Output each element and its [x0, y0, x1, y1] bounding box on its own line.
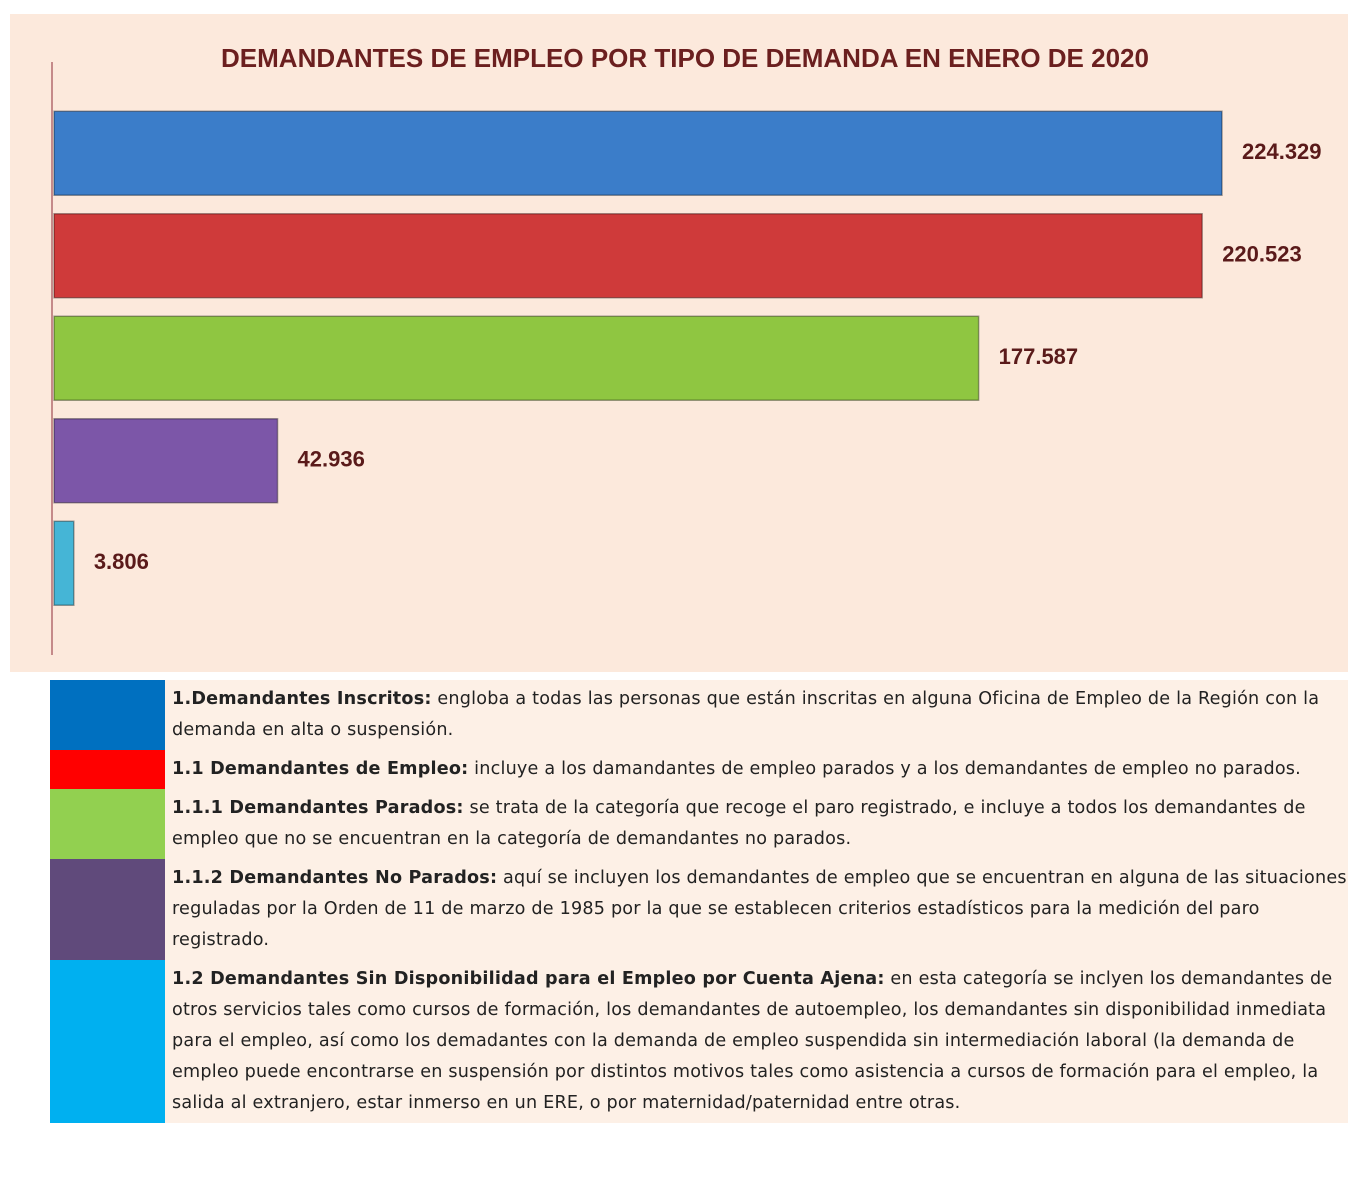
legend-description: engloba a todas las personas que están i… — [172, 689, 1320, 740]
value-label: 224.329 — [1242, 139, 1322, 164]
bar — [53, 315, 980, 401]
legend-item: 1.1.1 Demandantes Parados: se trata de l… — [50, 789, 1348, 859]
legend-text: 1.Demandantes Inscritos: engloba a todas… — [165, 680, 1348, 750]
legend-item: 1.1 Demandantes de Empleo: incluye a los… — [50, 750, 1348, 789]
legend-term: 1.2 Demandantes Sin Disponibilidad para … — [172, 969, 885, 989]
legend-text: 1.1 Demandantes de Empleo: incluye a los… — [165, 750, 1301, 789]
legend: 1.Demandantes Inscritos: engloba a todas… — [50, 680, 1348, 1123]
legend-item: 1.2 Demandantes Sin Disponibilidad para … — [50, 960, 1348, 1123]
bar — [53, 213, 1203, 299]
bar — [53, 110, 1223, 196]
legend-text: 1.1.2 Demandantes No Parados: aquí se in… — [165, 859, 1348, 960]
bar — [53, 418, 279, 504]
legend-swatch — [50, 680, 165, 750]
chart-title: DEMANDANTES DE EMPLEO POR TIPO DE DEMAND… — [221, 43, 1149, 73]
bar — [53, 520, 75, 606]
legend-swatch — [50, 750, 165, 789]
legend-term: 1.1 Demandantes de Empleo: — [172, 759, 469, 779]
value-label: 177.587 — [999, 344, 1079, 369]
value-label: 220.523 — [1222, 242, 1302, 267]
value-label: 42.936 — [298, 447, 365, 472]
legend-swatch — [50, 789, 165, 859]
legend-term: 1.Demandantes Inscritos: — [172, 689, 432, 709]
legend-text: 1.2 Demandantes Sin Disponibilidad para … — [165, 960, 1348, 1123]
legend-item: 1.1.2 Demandantes No Parados: aquí se in… — [50, 859, 1348, 960]
legend-text: 1.1.1 Demandantes Parados: se trata de l… — [165, 789, 1348, 859]
legend-description: se trata de la categoría que recoge el p… — [172, 798, 1306, 849]
legend-term: 1.1.1 Demandantes Parados: — [172, 798, 464, 818]
chart: DEMANDANTES DE EMPLEO POR TIPO DE DEMAND… — [10, 14, 1348, 672]
legend-swatch — [50, 960, 165, 1123]
legend-description: en esta categoría se inclyen los demanda… — [172, 969, 1333, 1113]
legend-description: aquí se incluyen los demandantes de empl… — [172, 868, 1347, 950]
legend-term: 1.1.2 Demandantes No Parados: — [172, 868, 498, 888]
legend-item: 1.Demandantes Inscritos: engloba a todas… — [50, 680, 1348, 750]
legend-description: incluye a los damandantes de empleo para… — [474, 759, 1301, 779]
legend-swatch — [50, 859, 165, 960]
value-label: 3.806 — [94, 549, 149, 574]
